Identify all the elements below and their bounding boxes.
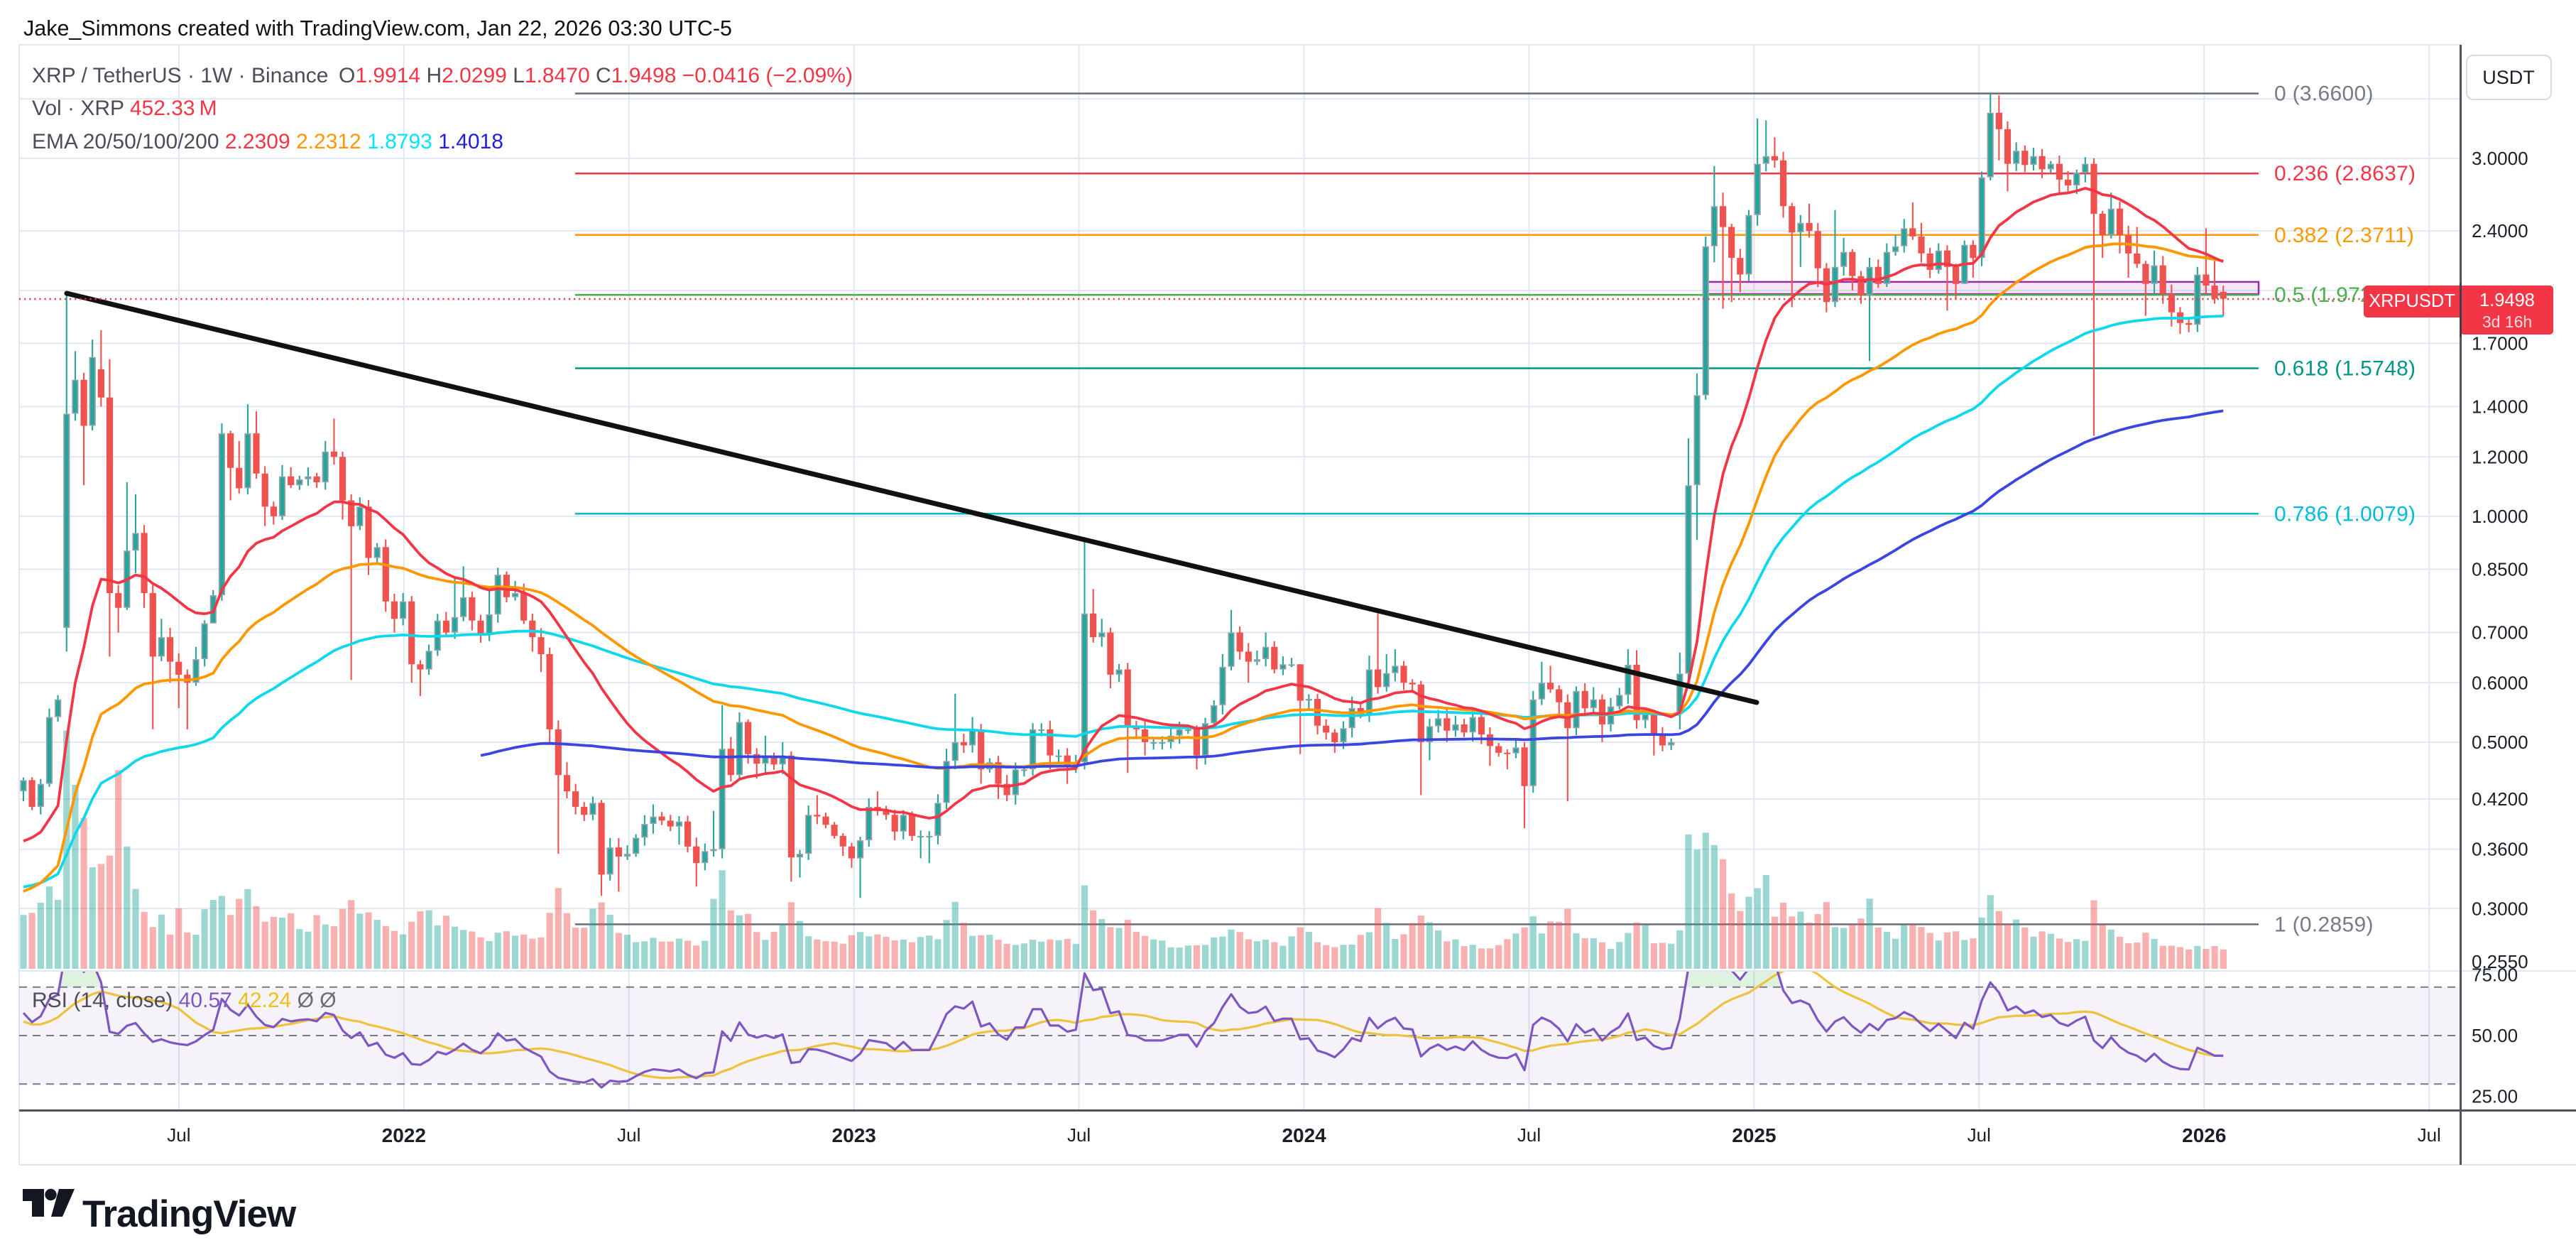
svg-text:O1.9914 H2.0299 L1.8470 C1.: O1.9914 H2.0299 L1.8470 C1.9498 −0.0416 … [339, 64, 853, 87]
svg-text:Jul: Jul [2418, 1124, 2441, 1146]
svg-text:1.2000: 1.2000 [2472, 446, 2528, 467]
svg-text:EMA 20/50/100/200 2.2309 2.2: EMA 20/50/100/200 2.2309 2.2312 1.8793 1… [32, 130, 503, 153]
svg-text:0.4200: 0.4200 [2472, 788, 2528, 810]
svg-text:0.7000: 0.7000 [2472, 622, 2528, 643]
svg-text:2024: 2024 [1282, 1124, 1326, 1146]
svg-text:2026: 2026 [2182, 1124, 2226, 1146]
svg-text:Vol · XRP 452.33 M: Vol · XRP 452.33 M [32, 97, 217, 120]
svg-text:0.2550: 0.2550 [2472, 951, 2528, 972]
svg-text:0.5000: 0.5000 [2472, 732, 2528, 753]
svg-text:USDT: USDT [2482, 67, 2535, 88]
svg-text:Jul: Jul [167, 1124, 190, 1146]
svg-text:0.3600: 0.3600 [2472, 839, 2528, 860]
svg-text:75.00: 75.00 [2472, 965, 2518, 986]
svg-text:Jake_Simmons created with Trad: Jake_Simmons created with TradingView.co… [23, 16, 732, 40]
svg-text:XRP / TetherUS · 1W · Binance: XRP / TetherUS · 1W · Binance [32, 64, 328, 87]
svg-text:0.382 (2.3711): 0.382 (2.3711) [2274, 224, 2414, 247]
svg-text:1.4000: 1.4000 [2472, 396, 2528, 418]
svg-text:1.0000: 1.0000 [2472, 506, 2528, 527]
svg-text:0.8500: 0.8500 [2472, 559, 2528, 580]
svg-text:1 (0.2859): 1 (0.2859) [2274, 913, 2374, 936]
svg-text:2.4000: 2.4000 [2472, 220, 2528, 241]
svg-text:2023: 2023 [832, 1124, 876, 1146]
svg-text:RSI (14, close) 40.57 42.24: RSI (14, close) 40.57 42.24 Ø Ø [32, 989, 337, 1012]
svg-text:0.618 (1.5748): 0.618 (1.5748) [2274, 357, 2416, 381]
svg-text:25.00: 25.00 [2472, 1085, 2518, 1107]
svg-text:XRPUSDT: XRPUSDT [2369, 291, 2455, 311]
svg-text:2025: 2025 [1732, 1124, 1776, 1146]
svg-text:1.7000: 1.7000 [2472, 332, 2528, 354]
svg-text:TradingView: TradingView [82, 1193, 297, 1235]
svg-text:0.786 (1.0079): 0.786 (1.0079) [2274, 502, 2416, 526]
svg-text:2022: 2022 [382, 1124, 426, 1146]
svg-text:1.9498: 1.9498 [2479, 290, 2535, 310]
svg-text:3d 16h: 3d 16h [2482, 313, 2532, 331]
svg-text:0.236 (2.8637): 0.236 (2.8637) [2274, 162, 2416, 185]
svg-text:0 (3.6600): 0 (3.6600) [2274, 82, 2374, 106]
svg-text:Jul: Jul [1968, 1124, 1991, 1146]
svg-text:3.0000: 3.0000 [2472, 148, 2528, 169]
svg-text:50.00: 50.00 [2472, 1025, 2518, 1046]
svg-text:0.6000: 0.6000 [2472, 672, 2528, 693]
svg-text:Jul: Jul [1517, 1124, 1541, 1146]
svg-text:0.3000: 0.3000 [2472, 898, 2528, 919]
svg-text:Jul: Jul [617, 1124, 640, 1146]
svg-text:Jul: Jul [1067, 1124, 1091, 1146]
